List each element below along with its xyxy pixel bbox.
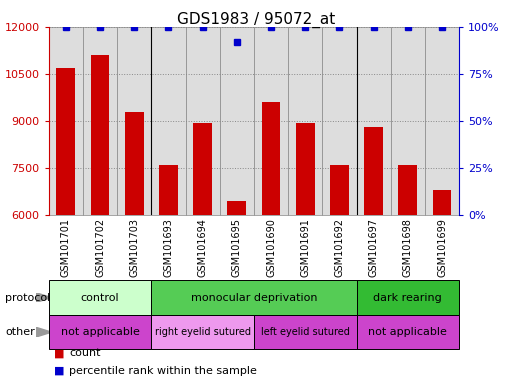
Bar: [186, 27, 220, 215]
Bar: [220, 27, 254, 215]
Bar: [357, 27, 391, 215]
Text: ■: ■: [54, 348, 64, 358]
Bar: [117, 27, 151, 215]
Text: count: count: [69, 348, 101, 358]
Bar: [56, 68, 75, 215]
Text: protocol: protocol: [5, 293, 50, 303]
Bar: [91, 55, 109, 215]
Bar: [254, 27, 288, 215]
Text: control: control: [81, 293, 120, 303]
Polygon shape: [36, 293, 51, 303]
Bar: [151, 27, 186, 215]
Bar: [193, 122, 212, 215]
Text: GDS1983 / 95072_at: GDS1983 / 95072_at: [177, 12, 336, 28]
Bar: [322, 27, 357, 215]
Bar: [364, 127, 383, 215]
Bar: [125, 112, 144, 215]
Bar: [296, 122, 314, 215]
Text: monocular deprivation: monocular deprivation: [191, 293, 317, 303]
Bar: [288, 27, 322, 215]
Bar: [227, 201, 246, 215]
Bar: [159, 165, 178, 215]
Bar: [83, 27, 117, 215]
Bar: [391, 27, 425, 215]
Bar: [330, 165, 349, 215]
Text: other: other: [5, 327, 35, 337]
Text: not applicable: not applicable: [61, 327, 140, 337]
Bar: [425, 27, 459, 215]
Bar: [49, 27, 83, 215]
Bar: [262, 102, 281, 215]
Text: ■: ■: [54, 366, 64, 376]
Polygon shape: [36, 327, 51, 337]
Text: right eyelid sutured: right eyelid sutured: [154, 327, 251, 337]
Bar: [432, 190, 451, 215]
Text: not applicable: not applicable: [368, 327, 447, 337]
Text: left eyelid sutured: left eyelid sutured: [261, 327, 350, 337]
Bar: [399, 165, 417, 215]
Text: dark rearing: dark rearing: [373, 293, 442, 303]
Text: percentile rank within the sample: percentile rank within the sample: [69, 366, 257, 376]
